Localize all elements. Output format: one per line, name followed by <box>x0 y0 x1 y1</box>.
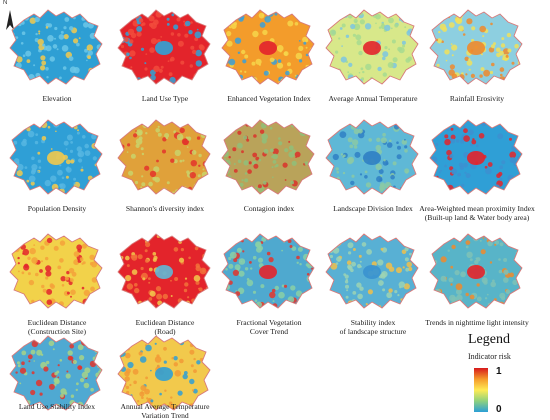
map-caption-line: Land Use Type <box>141 94 189 103</box>
north-arrow-icon <box>6 10 14 30</box>
map-enhanced-vegetation-index <box>218 4 320 88</box>
map-shape <box>117 233 211 309</box>
legend-color-ramp <box>474 368 488 412</box>
map-shape <box>221 9 315 85</box>
map-caption-line: Contagion index <box>243 204 295 213</box>
map-shape <box>325 119 419 195</box>
map-land-use-type <box>114 4 216 88</box>
map-caption-line: Area-Weighted mean proximity Index <box>419 204 535 213</box>
map-caption-line: Enhanced Vegetation Index <box>227 94 311 103</box>
north-label: N <box>3 0 8 6</box>
map-caption-line: Landscape Division Index <box>333 204 413 213</box>
north-arrow <box>4 2 16 32</box>
map-elevation <box>6 4 108 88</box>
map-shape <box>9 9 103 85</box>
map-caption: Trends in nighttime light intensity <box>418 318 536 327</box>
map-shape <box>325 233 419 309</box>
map-euclidean-distance-road <box>114 228 216 312</box>
map-caption-line: Land Use Stability Index <box>18 402 96 411</box>
map-caption: Population Density <box>0 204 116 213</box>
map-caption: Shannon's diversity index <box>106 204 224 213</box>
map-land-use-stability-index <box>6 330 108 414</box>
map-caption-line: Fractional Vegetation <box>236 318 302 327</box>
map-shannons-diversity-index <box>114 114 216 198</box>
map-shape <box>325 9 419 85</box>
legend-max-label: 1 <box>496 366 502 377</box>
map-caption-line: (Road) <box>154 327 176 336</box>
legend: Legend Indicator risk 1 0 <box>468 332 548 416</box>
map-rainfall-erosivity <box>426 4 528 88</box>
map-caption-line: Shannon's diversity index <box>125 204 205 213</box>
map-caption-line: Stability index <box>350 318 396 327</box>
map-shape <box>117 9 211 85</box>
map-population-density <box>6 114 108 198</box>
map-shape <box>9 233 103 309</box>
map-caption-line: (Built-up land & Water body area) <box>424 213 530 222</box>
map-caption: Contagion index <box>210 204 328 213</box>
map-shape <box>9 119 103 195</box>
map-caption: Area-Weighted mean proximity Index (Built… <box>418 204 536 222</box>
map-caption-line: Trends in nighttime light intensity <box>425 318 529 327</box>
map-shape <box>221 119 315 195</box>
map-caption: Stability index of landscape structure <box>314 318 432 336</box>
map-caption: Landscape Division Index <box>314 204 432 213</box>
map-shape <box>9 335 103 411</box>
legend-title: Legend <box>468 332 510 347</box>
map-shape <box>221 233 315 309</box>
map-caption-line: (Construction Site) <box>27 327 86 336</box>
map-caption-line: of landscape structure <box>339 327 407 336</box>
map-caption-line: Variation Trend <box>141 411 189 420</box>
map-fractional-vegetation-cover-trend <box>218 228 320 312</box>
map-caption-line: Cover Trend <box>249 327 289 336</box>
map-caption-line: Population Density <box>27 204 87 213</box>
map-caption: Elevation <box>0 94 116 103</box>
map-caption-line: Average Annual Temperature <box>328 94 418 103</box>
map-average-annual-temperature <box>322 4 424 88</box>
map-shape <box>429 119 523 195</box>
map-caption-line: Euclidean Distance <box>135 318 195 327</box>
map-contagion-index <box>218 114 320 198</box>
map-caption-line: Elevation <box>42 94 72 103</box>
map-caption: Fractional Vegetation Cover Trend <box>210 318 328 336</box>
map-shape <box>429 9 523 85</box>
map-annual-average-temperature-variation-trend <box>114 330 216 414</box>
map-stability-index-landscape-structure <box>322 228 424 312</box>
legend-subtitle: Indicator risk <box>468 352 511 361</box>
map-caption-line: Euclidean Distance <box>27 318 87 327</box>
map-caption: Euclidean Distance (Construction Site) <box>0 318 116 336</box>
map-shape <box>117 335 211 411</box>
map-caption: Enhanced Vegetation Index <box>210 94 328 103</box>
map-caption: Rainfall Erosivity <box>418 94 536 103</box>
map-shape <box>117 119 211 195</box>
map-caption: Euclidean Distance (Road) <box>106 318 224 336</box>
map-landscape-division-index <box>322 114 424 198</box>
legend-min-label: 0 <box>496 404 502 415</box>
map-euclidean-distance-construction-site <box>6 228 108 312</box>
map-caption-line: Rainfall Erosivity <box>449 94 505 103</box>
map-caption: Average Annual Temperature <box>314 94 432 103</box>
map-trends-nighttime-light-intensity <box>426 228 528 312</box>
map-caption: Land Use Stability Index <box>0 402 116 411</box>
map-caption-line: Annual Average Temperature <box>120 402 210 411</box>
map-caption: Land Use Type <box>106 94 224 103</box>
map-shape <box>429 233 523 309</box>
map-area-weighted-mean-proximity-index <box>426 114 528 198</box>
map-caption: Annual Average Temperature Variation Tren… <box>106 402 224 420</box>
